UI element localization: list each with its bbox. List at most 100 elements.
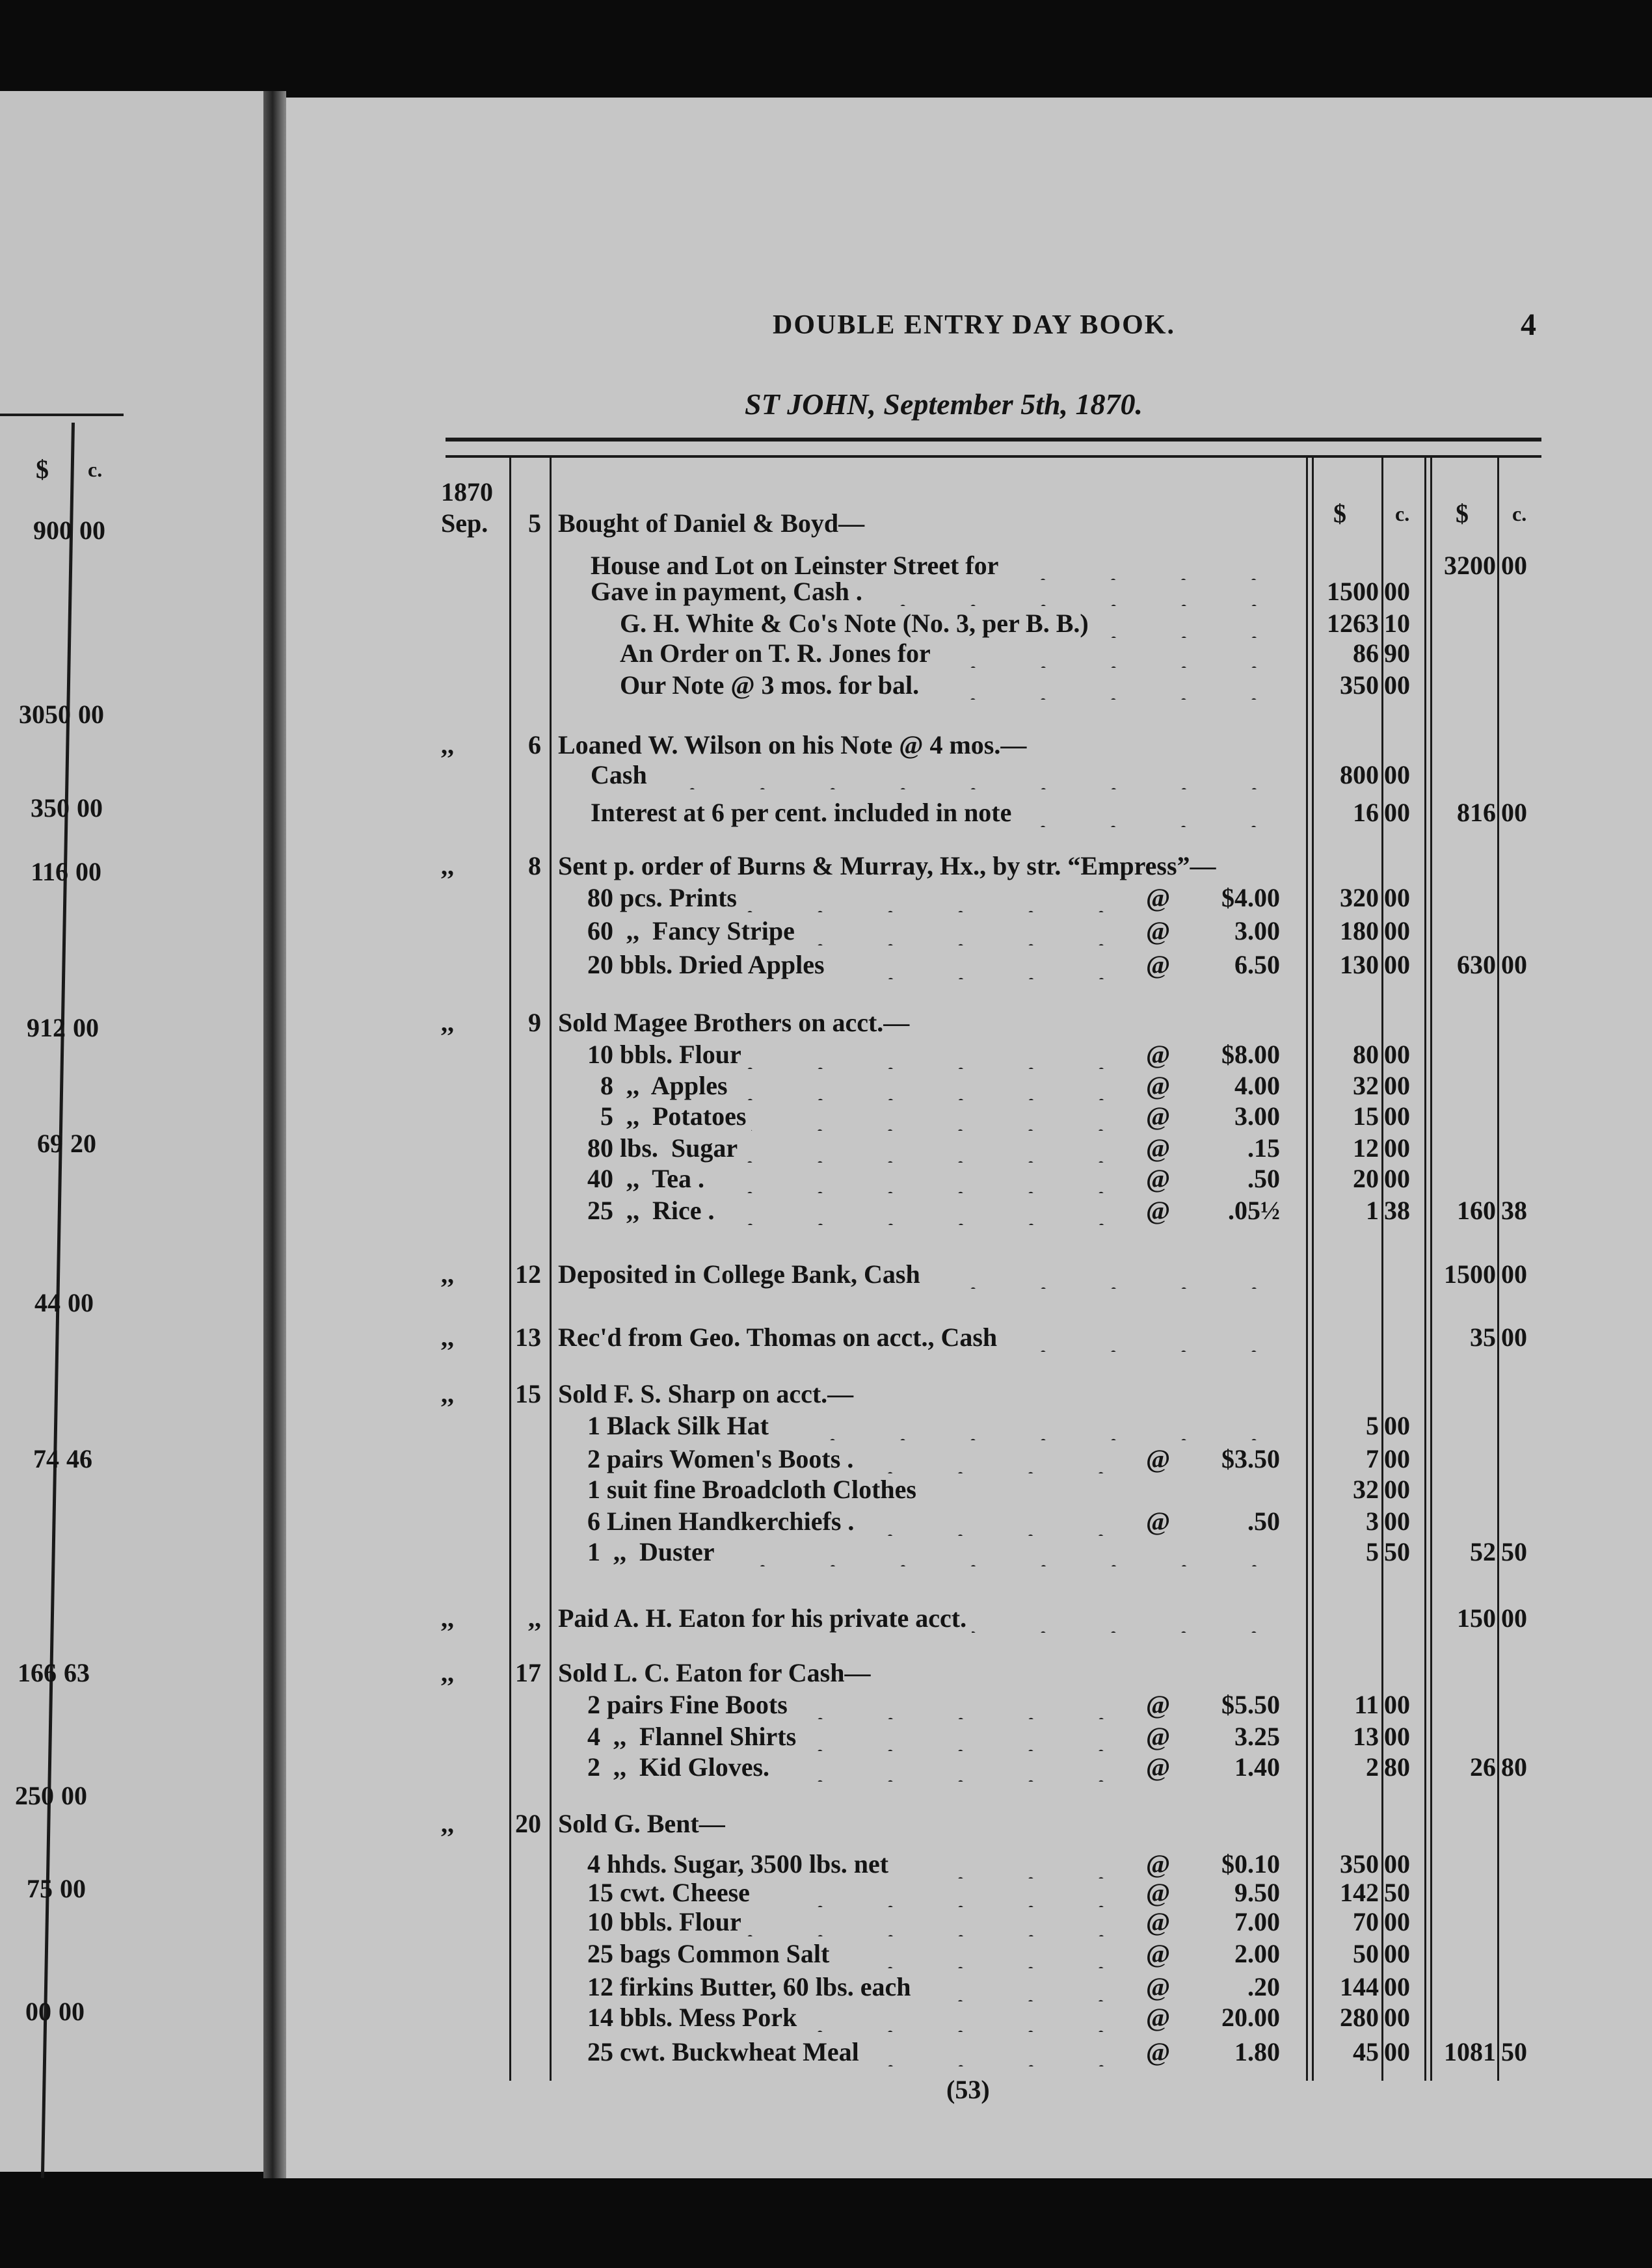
unit-price: .05½ xyxy=(1228,1196,1280,1225)
book-gutter xyxy=(263,91,286,2178)
credit-dollars: 160 xyxy=(1457,1196,1496,1225)
debit-cents: 50 xyxy=(1384,1878,1410,1907)
dot-leader xyxy=(859,1507,1136,1536)
left-cents: 63 xyxy=(64,1658,90,1687)
unit-price: $4.00 xyxy=(1221,883,1280,912)
entry-description: 25 cwt. Buckwheat Meal xyxy=(587,2038,1141,2066)
at-sign: @ xyxy=(1146,2003,1171,2032)
entry-text: 40 ,, Tea . xyxy=(587,1164,705,1193)
debit-cents: 10 xyxy=(1384,609,1410,638)
entry-description: 1 ,, Duster xyxy=(587,1538,1294,1566)
entry-description: 1 suit fine Broadcloth Clothes xyxy=(587,1475,1294,1504)
entry-description: Sold L. C. Eaton for Cash— xyxy=(558,1659,1294,1687)
entry-description: 15 cwt. Cheese xyxy=(587,1879,1141,1907)
credit-cents: 50 xyxy=(1501,2037,1527,2066)
debit-cents: 38 xyxy=(1384,1196,1410,1225)
debit-dollars: 800 xyxy=(1340,760,1379,789)
debit-dollars: 5 xyxy=(1366,1537,1379,1566)
dot-leader xyxy=(751,1102,1136,1131)
dot-leader xyxy=(1093,609,1289,638)
dot-leader xyxy=(775,1753,1136,1782)
entry-month: ,, xyxy=(441,1809,454,1838)
debit-cents: 90 xyxy=(1384,639,1410,668)
debit-dollars: 1500 xyxy=(1327,577,1379,606)
entry-day: 13 xyxy=(515,1323,541,1352)
debit-dollars: 32 xyxy=(1353,1071,1379,1100)
at-sign: @ xyxy=(1146,1849,1171,1879)
entry-description: Sold Magee Brothers on acct.— xyxy=(558,1009,1294,1037)
at-sign: @ xyxy=(1146,1164,1171,1193)
entry-text: 2 pairs Fine Boots xyxy=(587,1690,788,1719)
debit-dollars: 13 xyxy=(1353,1722,1379,1751)
entry-day: 5 xyxy=(528,508,541,538)
debit-cents: 00 xyxy=(1384,670,1410,700)
entry-text: 14 bbls. Mess Pork xyxy=(587,2003,797,2032)
dot-leader xyxy=(935,639,1289,668)
left-cents: 00 xyxy=(79,516,105,545)
entry-day: 20 xyxy=(515,1809,541,1838)
dollar-header-2: $ xyxy=(1456,499,1469,528)
header-rule-top xyxy=(446,438,1541,442)
dot-leader xyxy=(1002,1323,1289,1352)
entry-description: 10 bbls. Flour xyxy=(587,1040,1141,1069)
left-dollars: 3050 xyxy=(19,700,71,729)
entry-description: 25 ,, Rice . xyxy=(587,1196,1141,1225)
entry-description: 5 ,, Potatoes xyxy=(587,1102,1141,1131)
debit-cents: 00 xyxy=(1384,1444,1410,1473)
dot-leader xyxy=(792,1691,1136,1719)
entry-text: Paid A. H. Eaton for his private acct. xyxy=(558,1603,967,1633)
entry-description: Paid A. H. Eaton for his private acct. xyxy=(558,1604,1294,1633)
page-title: DOUBLE ENTRY DAY BOOK. xyxy=(773,310,1175,340)
at-sign: @ xyxy=(1146,950,1171,979)
at-sign: @ xyxy=(1146,1444,1171,1473)
unit-price: $5.50 xyxy=(1221,1690,1280,1719)
entry-text: 12 firkins Butter, 60 lbs. each xyxy=(587,1972,911,2001)
entry-description: 12 firkins Butter, 60 lbs. each xyxy=(587,1973,1141,2001)
credit-cents: 00 xyxy=(1501,1603,1527,1633)
debit-dollars: 70 xyxy=(1353,1907,1379,1936)
dateline: ST JOHN, September 5th, 1870. xyxy=(745,388,1143,421)
at-sign: @ xyxy=(1146,1722,1171,1751)
unit-price: $0.10 xyxy=(1221,1849,1280,1879)
left-dollars: 912 xyxy=(27,1013,66,1042)
debit-dollars: 280 xyxy=(1340,2003,1379,2032)
at-sign: @ xyxy=(1146,1196,1171,1225)
entry-month: ,, xyxy=(441,851,454,880)
column-rule xyxy=(1381,455,1383,2081)
at-sign: @ xyxy=(1146,1133,1171,1163)
entry-text: 25 cwt. Buckwheat Meal xyxy=(587,2037,859,2066)
unit-price: $8.00 xyxy=(1221,1040,1280,1069)
debit-dollars: 320 xyxy=(1340,883,1379,912)
debit-cents: 00 xyxy=(1384,2037,1410,2066)
debit-cents: 00 xyxy=(1384,1101,1410,1131)
debit-dollars: 12 xyxy=(1353,1133,1379,1163)
entry-description: 4 hhds. Sugar, 3500 lbs. net xyxy=(587,1850,1141,1879)
entry-description: An Order on T. R. Jones for xyxy=(620,639,1294,668)
dot-leader xyxy=(719,1196,1136,1225)
credit-dollars: 3200 xyxy=(1444,551,1496,580)
unit-price: $3.50 xyxy=(1221,1444,1280,1473)
entry-month: ,, xyxy=(441,1658,454,1687)
entry-month: ,, xyxy=(441,1259,454,1289)
dot-leader xyxy=(801,1722,1136,1751)
dot-leader xyxy=(746,1908,1136,1936)
dot-leader xyxy=(925,1260,1289,1289)
entry-description: Sold G. Bent— xyxy=(558,1810,1294,1838)
at-sign: @ xyxy=(1146,2037,1171,2066)
entry-month: Sep. xyxy=(441,508,488,538)
entry-text: House and Lot on Leinster Street for xyxy=(591,551,999,580)
entry-text: Deposited in College Bank, Cash xyxy=(558,1259,920,1289)
unit-price: 1.80 xyxy=(1234,2037,1280,2066)
at-sign: @ xyxy=(1146,916,1171,945)
debit-dollars: 5 xyxy=(1366,1411,1379,1440)
debit-cents: 00 xyxy=(1384,1411,1410,1440)
unit-price: 7.00 xyxy=(1234,1907,1280,1936)
debit-cents: 00 xyxy=(1384,916,1410,945)
dot-leader xyxy=(773,1412,1289,1440)
entry-month: ,, xyxy=(441,1379,454,1408)
column-rule xyxy=(509,455,511,2081)
cents-header-2: c. xyxy=(1512,502,1527,525)
entry-description: 80 pcs. Prints xyxy=(587,884,1141,912)
entry-description: 80 lbs. Sugar xyxy=(587,1134,1141,1163)
entry-day: 9 xyxy=(528,1008,541,1037)
